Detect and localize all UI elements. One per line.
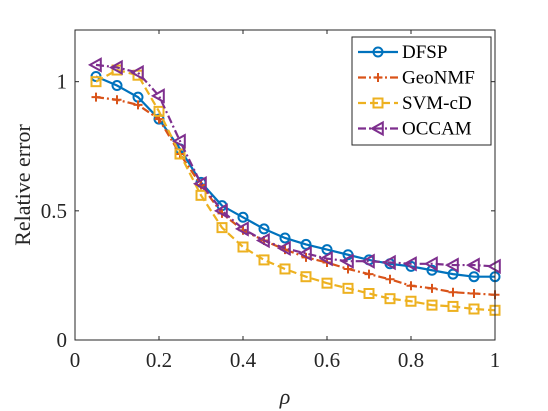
data-point <box>237 211 249 223</box>
data-point <box>90 76 102 88</box>
x-tick-label: 0.4 <box>230 348 257 372</box>
data-point <box>469 289 479 298</box>
legend: DFSP GeoNMF SVM-cD OCCAM <box>351 36 492 146</box>
data-point <box>153 105 165 117</box>
series-line <box>95 63 496 268</box>
plot-frame <box>74 29 496 341</box>
data-point <box>171 133 186 149</box>
y-tick-label: 0.5 <box>41 199 67 223</box>
data-point <box>468 271 480 283</box>
data-point <box>321 244 333 256</box>
data-point <box>213 203 228 219</box>
data-point <box>381 254 396 271</box>
data-point <box>444 257 459 273</box>
data-point <box>465 257 480 273</box>
x-tick-label: 0.2 <box>146 348 172 372</box>
data-point <box>423 256 438 272</box>
data-point <box>276 240 291 256</box>
legend-item: SVM-cD <box>358 93 472 114</box>
data-point <box>195 189 207 201</box>
data-point <box>258 223 270 235</box>
data-point <box>300 238 312 250</box>
legend-swatch-marker <box>373 73 383 82</box>
data-point <box>192 176 207 192</box>
data-point <box>150 88 165 104</box>
data-point <box>468 303 480 315</box>
data-point <box>108 59 123 76</box>
legend-item: DFSP <box>358 42 447 63</box>
data-point <box>364 269 374 279</box>
data-point <box>402 256 417 272</box>
y-axis-label: Relative error <box>10 124 35 246</box>
x-tick-label: 0 <box>70 348 81 372</box>
data-point <box>406 281 416 291</box>
legend-label: GeoNMF <box>402 68 475 89</box>
legend-swatch-marker <box>369 120 384 137</box>
data-point <box>405 295 417 307</box>
data-point <box>360 253 375 269</box>
data-point <box>111 80 123 92</box>
plot-series <box>87 57 501 316</box>
data-point <box>279 263 291 275</box>
legend-item: GeoNMF <box>358 68 475 89</box>
legend-label: DFSP <box>402 42 447 63</box>
data-point <box>234 221 249 237</box>
data-point <box>447 300 459 312</box>
axes: 0 0.2 0.4 0.6 0.8 1 0 0.5 1 <box>41 30 501 372</box>
data-point <box>129 64 144 81</box>
data-point <box>133 100 143 110</box>
legend-swatch-marker <box>372 46 384 58</box>
data-point <box>174 148 186 160</box>
legend-label: SVM-cD <box>402 93 472 114</box>
data-point <box>297 245 312 262</box>
legend-item: OCCAM <box>358 119 472 140</box>
data-point <box>255 232 270 249</box>
data-point <box>343 264 353 274</box>
data-point <box>237 241 249 253</box>
data-point <box>87 57 102 73</box>
data-point <box>426 299 438 311</box>
x-tick-label: 0.8 <box>398 348 424 372</box>
data-point <box>258 254 270 266</box>
x-tick-label: 0.6 <box>314 348 340 372</box>
legend-swatch-marker <box>372 97 384 109</box>
data-point <box>112 95 122 105</box>
data-point <box>486 258 501 275</box>
x-tick-label: 1 <box>490 348 501 372</box>
data-point <box>339 253 354 269</box>
series-occam <box>87 57 501 275</box>
data-point <box>321 277 333 289</box>
data-point <box>300 271 312 283</box>
data-point <box>427 283 437 293</box>
y-tick-label: 0 <box>57 328 68 352</box>
legend-label: OCCAM <box>402 119 472 140</box>
data-point <box>447 268 459 280</box>
data-point <box>448 287 458 297</box>
data-point <box>279 232 291 244</box>
x-axis-label: ρ <box>279 384 291 409</box>
data-point <box>385 274 395 284</box>
data-point <box>91 92 101 102</box>
data-point <box>342 282 354 294</box>
data-point <box>384 293 396 305</box>
y-tick-label: 1 <box>57 70 68 94</box>
data-point <box>363 288 375 299</box>
data-point <box>216 222 228 234</box>
data-point <box>318 250 333 267</box>
